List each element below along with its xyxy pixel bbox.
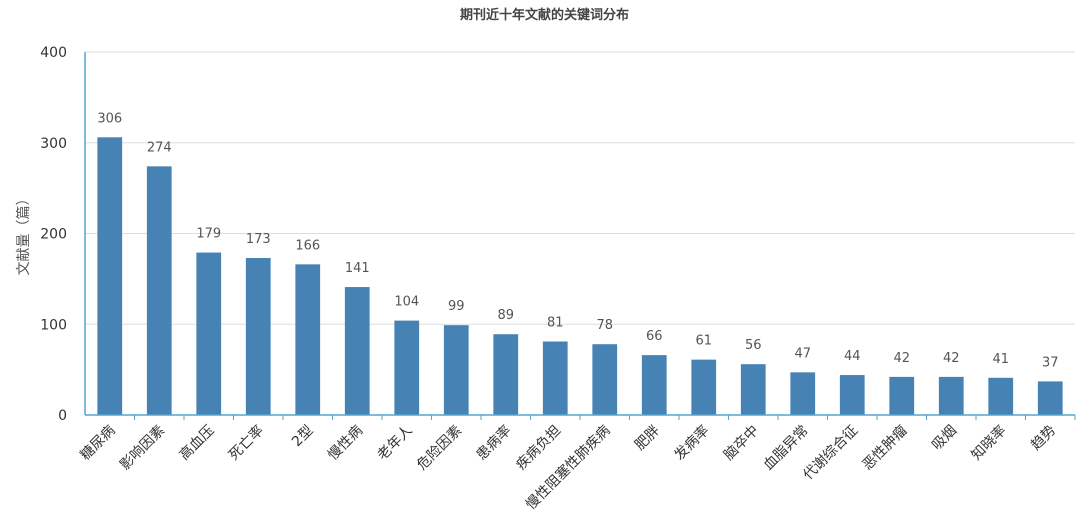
x-category-label: 影响因素 xyxy=(117,423,168,474)
bar[interactable] xyxy=(592,344,618,415)
data-label: 41 xyxy=(992,352,1009,367)
x-category-label: 脑卒中 xyxy=(721,423,762,464)
x-category-label: 糖尿病 xyxy=(78,423,119,464)
data-label: 306 xyxy=(97,111,122,126)
x-category-label: 慢性阻塞性肺疾病 xyxy=(522,422,613,513)
data-label: 42 xyxy=(943,351,960,366)
bar[interactable] xyxy=(641,355,667,415)
data-label: 66 xyxy=(646,329,663,344)
bar[interactable] xyxy=(988,377,1014,415)
bar[interactable] xyxy=(691,359,717,415)
data-label: 99 xyxy=(448,299,465,314)
bar[interactable] xyxy=(146,166,172,415)
bar[interactable] xyxy=(493,334,519,415)
x-category-label: 发病率 xyxy=(671,422,713,464)
y-tick-label: 200 xyxy=(40,227,67,243)
x-category-label: 死亡率 xyxy=(225,422,267,464)
bar[interactable] xyxy=(1037,381,1063,415)
x-category-label: 吸烟 xyxy=(929,423,960,454)
data-label: 104 xyxy=(394,295,419,310)
x-category-label: 慢性病 xyxy=(324,422,366,464)
data-label: 56 xyxy=(745,338,762,353)
grid-lines xyxy=(85,51,1075,325)
x-category-label: 老年人 xyxy=(375,423,416,464)
bar[interactable] xyxy=(740,364,766,415)
axes xyxy=(84,52,1076,420)
bar[interactable] xyxy=(790,372,816,415)
labels: 0 100 200 300 400 306 糖尿病 274 影响因素 179 高血压 173 死亡率 16… xyxy=(16,45,1059,513)
bar[interactable] xyxy=(245,258,271,415)
bars xyxy=(97,137,1063,415)
data-label: 78 xyxy=(596,318,613,333)
data-label: 61 xyxy=(695,334,712,349)
data-label: 141 xyxy=(345,261,370,276)
x-category-label: 趋势 xyxy=(1028,423,1059,454)
data-label: 274 xyxy=(147,140,172,155)
data-label: 44 xyxy=(844,349,861,364)
bar[interactable] xyxy=(938,376,964,415)
bar[interactable] xyxy=(542,341,568,415)
x-category-label: 恶性肿瘤 xyxy=(859,422,911,474)
x-category-label: 疾病负担 xyxy=(513,423,564,474)
y-tick-label: 400 xyxy=(40,45,67,61)
data-label: 42 xyxy=(893,351,910,366)
bar[interactable] xyxy=(839,375,865,415)
x-category-label: 肥胖 xyxy=(632,423,663,454)
bar[interactable] xyxy=(344,287,370,415)
x-category-label: 患病率 xyxy=(473,422,515,464)
bar[interactable] xyxy=(443,325,469,415)
x-category-label: 知晓率 xyxy=(968,422,1010,464)
y-tick-label: 300 xyxy=(40,136,67,152)
bar[interactable] xyxy=(295,264,321,415)
data-label: 173 xyxy=(246,232,271,247)
bar[interactable] xyxy=(394,320,420,415)
x-category-label: 2型 xyxy=(289,423,317,451)
data-label: 166 xyxy=(295,238,320,253)
data-label: 47 xyxy=(794,346,811,361)
y-axis-title: 文献量（篇） xyxy=(16,192,32,276)
y-tick-label: 100 xyxy=(40,317,67,333)
y-tick-label: 0 xyxy=(58,408,67,424)
data-label: 81 xyxy=(547,315,564,330)
data-label: 179 xyxy=(196,227,221,242)
bar[interactable] xyxy=(97,137,123,415)
chart-title: 期刊近十年文献的关键词分布 xyxy=(459,8,629,23)
bar[interactable] xyxy=(196,252,222,415)
data-label: 37 xyxy=(1042,355,1059,370)
data-label: 89 xyxy=(497,308,514,323)
x-category-label: 代谢综合征 xyxy=(800,423,861,484)
x-category-label: 危险因素 xyxy=(414,423,465,474)
x-category-label: 血脂异常 xyxy=(761,423,812,474)
x-category-label: 高血压 xyxy=(176,422,218,464)
bar[interactable] xyxy=(889,376,915,415)
